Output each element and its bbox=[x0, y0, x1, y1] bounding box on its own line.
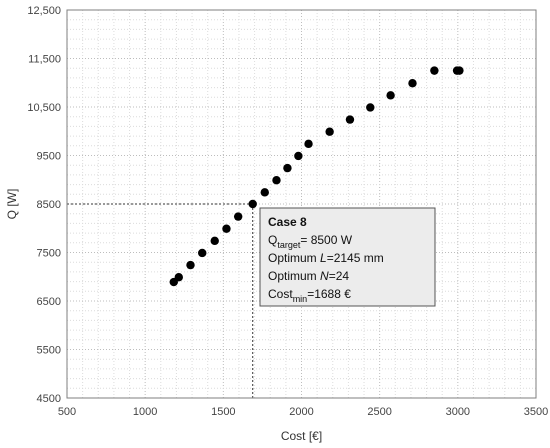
data-point bbox=[210, 236, 219, 246]
y-tick-label: 8500 bbox=[37, 199, 61, 211]
annotation-q-target: Qtarget= 8500 W bbox=[268, 233, 353, 250]
n-value: =24 bbox=[329, 269, 350, 283]
data-point bbox=[222, 224, 231, 233]
data-point bbox=[430, 66, 439, 75]
data-point bbox=[174, 273, 183, 282]
l-prefix: Optimum bbox=[268, 251, 320, 265]
y-tick-label: 9500 bbox=[37, 151, 61, 163]
y-tick-label: 7500 bbox=[37, 248, 61, 260]
q-symbol: Q bbox=[268, 233, 277, 247]
x-tick-label: 3000 bbox=[446, 406, 470, 418]
x-axis-ticks: 500 1000 1500 2000 2500 3000 3500 bbox=[58, 406, 548, 418]
data-point bbox=[386, 91, 395, 100]
data-points bbox=[169, 66, 464, 287]
annotation-box: Case 8 Qtarget= 8500 W Optimum L=2145 mm… bbox=[259, 207, 436, 307]
data-point bbox=[455, 66, 464, 75]
data-point bbox=[186, 260, 195, 270]
l-variable: L bbox=[320, 251, 327, 265]
cost-subscript: min bbox=[293, 294, 308, 304]
data-point bbox=[304, 139, 313, 149]
data-point bbox=[325, 127, 334, 136]
cost-value: =1688 € bbox=[307, 287, 351, 301]
annotation-cost-min: Costmin=1688 € bbox=[268, 287, 351, 304]
y-tick-label: 4500 bbox=[37, 393, 61, 405]
n-prefix: Optimum bbox=[268, 269, 320, 283]
cost-symbol: Cost bbox=[268, 287, 293, 301]
x-tick-label: 1000 bbox=[133, 406, 157, 418]
data-point bbox=[345, 115, 355, 124]
reference-lines bbox=[67, 203, 254, 398]
x-tick-label: 2500 bbox=[367, 406, 391, 418]
y-tick-label: 12,500 bbox=[27, 5, 61, 17]
l-value: =2145 mm bbox=[327, 251, 384, 265]
data-point bbox=[272, 176, 281, 185]
plot-area-frame bbox=[66, 9, 537, 399]
x-axis-label: Cost [€] bbox=[281, 429, 322, 443]
x-tick-label: 2000 bbox=[289, 406, 313, 418]
data-point bbox=[366, 103, 375, 112]
annotation-title: Case 8 bbox=[268, 215, 307, 229]
x-tick-label: 3500 bbox=[524, 406, 548, 418]
data-point bbox=[408, 79, 417, 88]
y-tick-label: 5500 bbox=[37, 345, 61, 357]
x-tick-label: 1500 bbox=[211, 406, 235, 418]
annotation-optimum-l: Optimum L=2145 mm bbox=[268, 251, 384, 265]
q-value: = 8500 W bbox=[300, 233, 352, 247]
y-tick-label: 10,500 bbox=[27, 102, 61, 114]
y-tick-label: 6500 bbox=[37, 296, 61, 308]
y-tick-label: 11,500 bbox=[28, 54, 61, 66]
n-variable: N bbox=[320, 269, 329, 283]
data-point bbox=[260, 188, 269, 197]
q-subscript: target bbox=[277, 240, 301, 250]
x-tick-label: 500 bbox=[58, 406, 76, 418]
annotation-background bbox=[259, 207, 436, 307]
data-point bbox=[233, 212, 243, 221]
data-point bbox=[294, 151, 303, 161]
data-point bbox=[283, 163, 292, 173]
annotation-optimum-n: Optimum N=24 bbox=[268, 269, 349, 283]
data-point bbox=[248, 199, 257, 209]
data-point bbox=[198, 248, 207, 258]
y-axis-ticks: 4500 5500 6500 7500 8500 9500 10,500 11,500 12,5… bbox=[27, 5, 61, 405]
y-axis-label: Q [W] bbox=[5, 189, 19, 220]
